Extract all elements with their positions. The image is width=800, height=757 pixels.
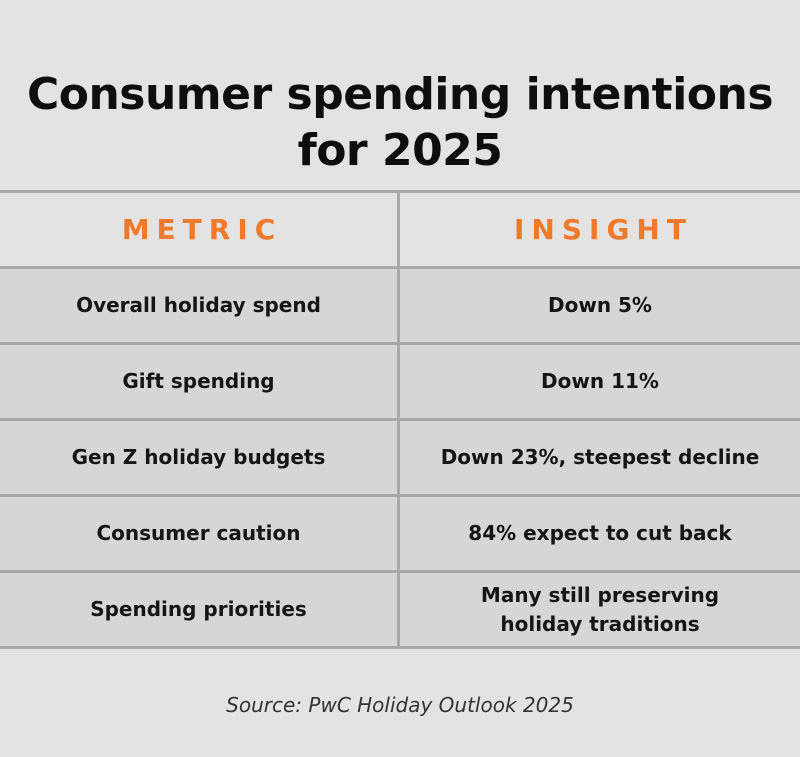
table-header-row: METRIC INSIGHT <box>0 193 800 269</box>
table-row: Gen Z holiday budgets Down 23%, steepest… <box>0 421 800 497</box>
page-title: Consumer spending intentions for 2025 <box>0 67 800 179</box>
insight-line-1: Many still preserving <box>480 582 720 607</box>
source-note: Source: PwC Holiday Outlook 2025 <box>226 693 574 717</box>
insight-cell: Down 23%, steepest decline <box>440 445 760 469</box>
metric-cell: Spending priorities <box>0 573 400 646</box>
spending-table: METRIC INSIGHT Overall holiday spend Dow… <box>0 190 800 649</box>
table-row: Consumer caution 84% expect to cut back <box>0 497 800 573</box>
insight-column-header: INSIGHT <box>514 213 693 246</box>
metric-cell: Gen Z holiday budgets <box>0 421 400 494</box>
title-line-1: Consumer spending intentions <box>26 69 774 121</box>
metric-cell: Gift spending <box>0 345 400 418</box>
table-row: Overall holiday spend Down 5% <box>0 269 800 345</box>
insight-cell: Many still preserving holiday traditions <box>400 573 800 646</box>
table-row: Gift spending Down 11% <box>0 345 800 421</box>
title-line-2: for 2025 <box>297 125 503 177</box>
insight-cell: 84% expect to cut back <box>468 521 732 545</box>
insight-cell: Down 11% <box>541 369 659 393</box>
metric-cell: Consumer caution <box>0 497 400 570</box>
metric-column-header: METRIC <box>0 193 400 266</box>
metric-cell: Overall holiday spend <box>0 269 400 342</box>
insight-cell: Down 5% <box>548 293 652 317</box>
table-row: Spending priorities Many still preservin… <box>0 573 800 649</box>
insight-line-2: holiday traditions <box>500 611 700 636</box>
